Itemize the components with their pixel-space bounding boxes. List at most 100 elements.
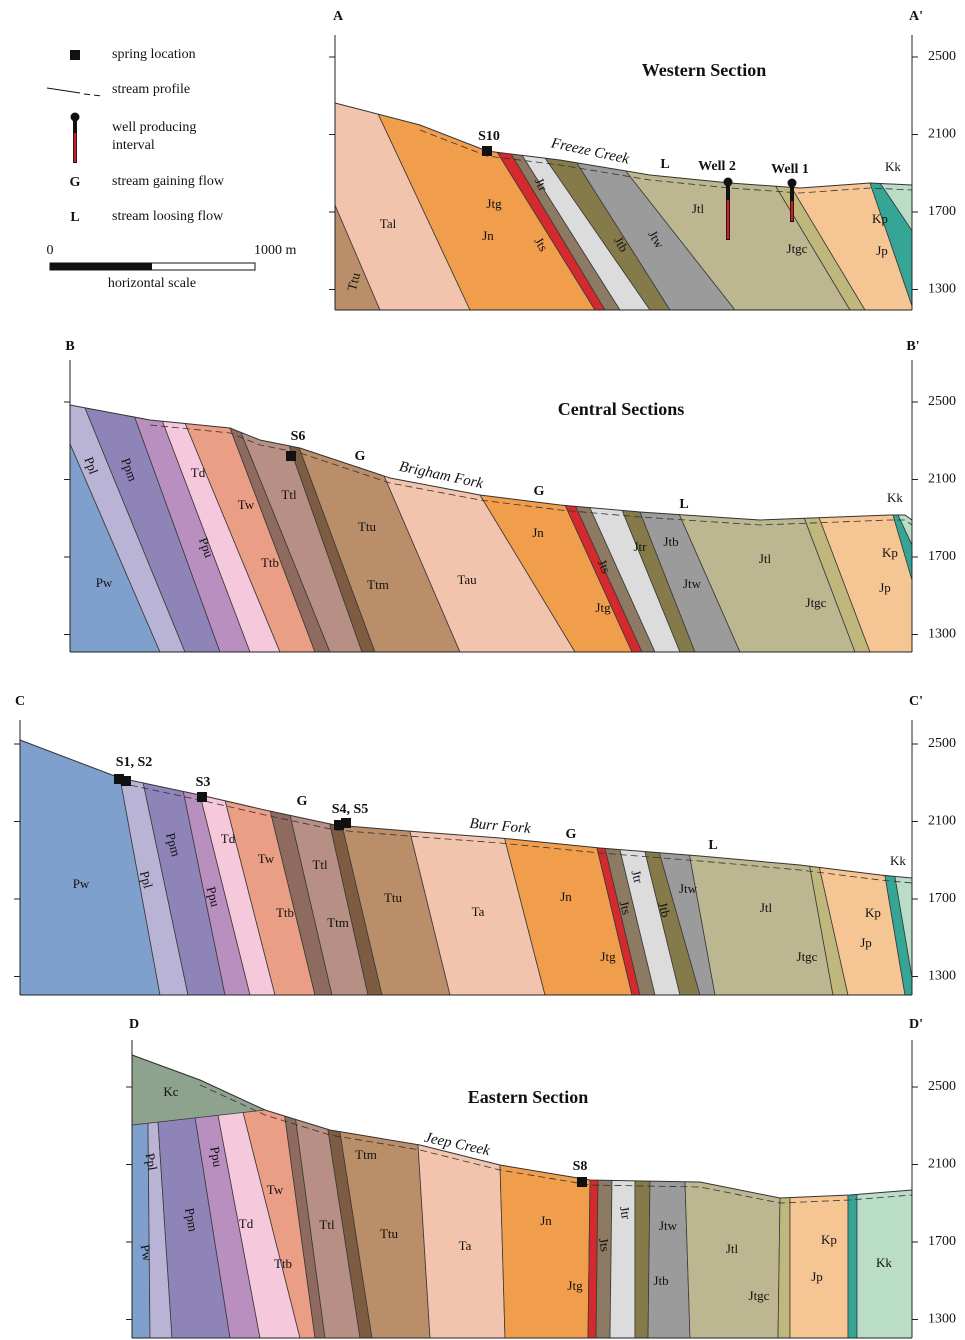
unit-label: Kk (887, 490, 903, 505)
spring (121, 776, 131, 786)
spring-label: S1, S2 (116, 755, 153, 770)
unit-label: Jtgc (749, 1288, 770, 1303)
section-end-label: A (333, 9, 344, 24)
unit-label: Jtl (726, 1241, 739, 1256)
unit-label: Ttb (276, 905, 294, 920)
legend-label: well producing (112, 120, 196, 135)
well-head (788, 179, 797, 188)
elevation-label: 2500 (928, 736, 956, 751)
section-end-label: B (65, 339, 74, 354)
elevation-label: 1300 (928, 969, 956, 984)
unit-label: Jtgc (806, 595, 827, 610)
spring-symbol (70, 50, 80, 60)
unit-label: Jn (560, 889, 572, 904)
unit-label: Tal (380, 216, 397, 231)
spring (341, 818, 351, 828)
elevation-label: 1700 (928, 891, 956, 906)
unit-label: Kp (882, 545, 898, 560)
unit-label: Ttu (358, 519, 377, 534)
elevation-label: 1300 (928, 282, 956, 297)
flow-marker: L (708, 838, 717, 853)
legend-label: stream loosing flow (112, 209, 224, 224)
unit-label: Jtg (595, 600, 611, 615)
spring (482, 146, 492, 156)
unit-label: Kp (821, 1232, 837, 1247)
well-head (724, 178, 733, 187)
unit-label: Jtg (567, 1278, 583, 1293)
unit-label: Jtl (759, 551, 772, 566)
unit-label: Jtl (760, 900, 773, 915)
rock-unit (0, 980, 150, 1338)
unit-label: Jtgc (797, 949, 818, 964)
unit-label: Tw (238, 497, 255, 512)
legend-label: stream gaining flow (112, 174, 225, 189)
rock-unit (679, 980, 784, 1338)
section-end-label: B' (906, 339, 919, 354)
spring (197, 792, 207, 802)
unit-label: Ttm (327, 915, 349, 930)
rock-unit (848, 980, 857, 1338)
unit-label: Ttb (274, 1256, 292, 1271)
legend: spring location stream profile well prod… (47, 47, 297, 291)
rock-unit (610, 980, 635, 1338)
section-end-label: D (129, 1017, 139, 1032)
unit-label: Kk (890, 853, 906, 868)
unit-label: Td (239, 1216, 254, 1231)
unit-label: Kp (872, 211, 888, 226)
unit-label: Ta (472, 904, 485, 919)
rock-unit (778, 980, 790, 1338)
legend-label: interval (112, 138, 155, 153)
elevation-label: 2100 (928, 814, 956, 829)
well-label: Well 1 (771, 162, 809, 177)
legend-symbol: G (70, 175, 81, 190)
well-symbol (71, 113, 80, 122)
unit-label: Jtl (692, 201, 705, 216)
unit-label: Tw (258, 851, 275, 866)
unit-label: Pw (138, 1243, 156, 1263)
unit-label: Kp (865, 905, 881, 920)
section-title: Central Sections (558, 399, 684, 419)
unit-label: Jp (876, 243, 888, 258)
unit-label: Ttm (367, 577, 389, 592)
spring-label: S6 (291, 429, 306, 444)
elevation-label: 2100 (928, 127, 956, 142)
elevation-label: 2100 (928, 472, 956, 487)
unit-label: Jtg (486, 196, 502, 211)
spring-label: S3 (196, 775, 211, 790)
unit-label: Pw (73, 876, 90, 891)
unit-label: Jn (532, 525, 544, 540)
stream-name: Burr Fork (469, 816, 532, 837)
unit-label: Kk (876, 1255, 892, 1270)
unit-label: Td (221, 831, 236, 846)
section-title: Western Section (642, 60, 766, 80)
cross-sections: spring location stream profile well prod… (0, 0, 965, 1340)
legend-label: stream profile (112, 82, 190, 97)
flow-marker: G (534, 484, 545, 499)
unit-label: Jtb (653, 1273, 668, 1288)
unit-label: Ttl (319, 1217, 335, 1232)
unit-label: Jn (540, 1213, 552, 1228)
stream-symbol (84, 94, 102, 96)
stream-symbol (47, 88, 80, 93)
flow-marker: L (679, 497, 688, 512)
flow-marker: G (297, 794, 308, 809)
spring-label: S8 (573, 1159, 588, 1174)
unit-label: Kc (163, 1084, 178, 1099)
spring-label: S4, S5 (332, 802, 369, 817)
elevation-label: 1300 (928, 1312, 956, 1327)
well-label: Well 2 (698, 159, 736, 174)
spring (577, 1177, 587, 1187)
elevation-label: 2100 (928, 1157, 956, 1172)
spring (286, 451, 296, 461)
section-end-label: A' (909, 9, 923, 24)
flow-marker: G (355, 449, 366, 464)
unit-label: Jp (811, 1269, 823, 1284)
section-title: Eastern Section (468, 1087, 589, 1107)
flow-marker: G (566, 827, 577, 842)
scale-caption: horizontal scale (108, 276, 196, 291)
unit-label: Jtw (683, 576, 702, 591)
unit-label: Ttu (380, 1226, 399, 1241)
unit-label: Pw (96, 575, 113, 590)
unit-label: Ttu (384, 890, 403, 905)
